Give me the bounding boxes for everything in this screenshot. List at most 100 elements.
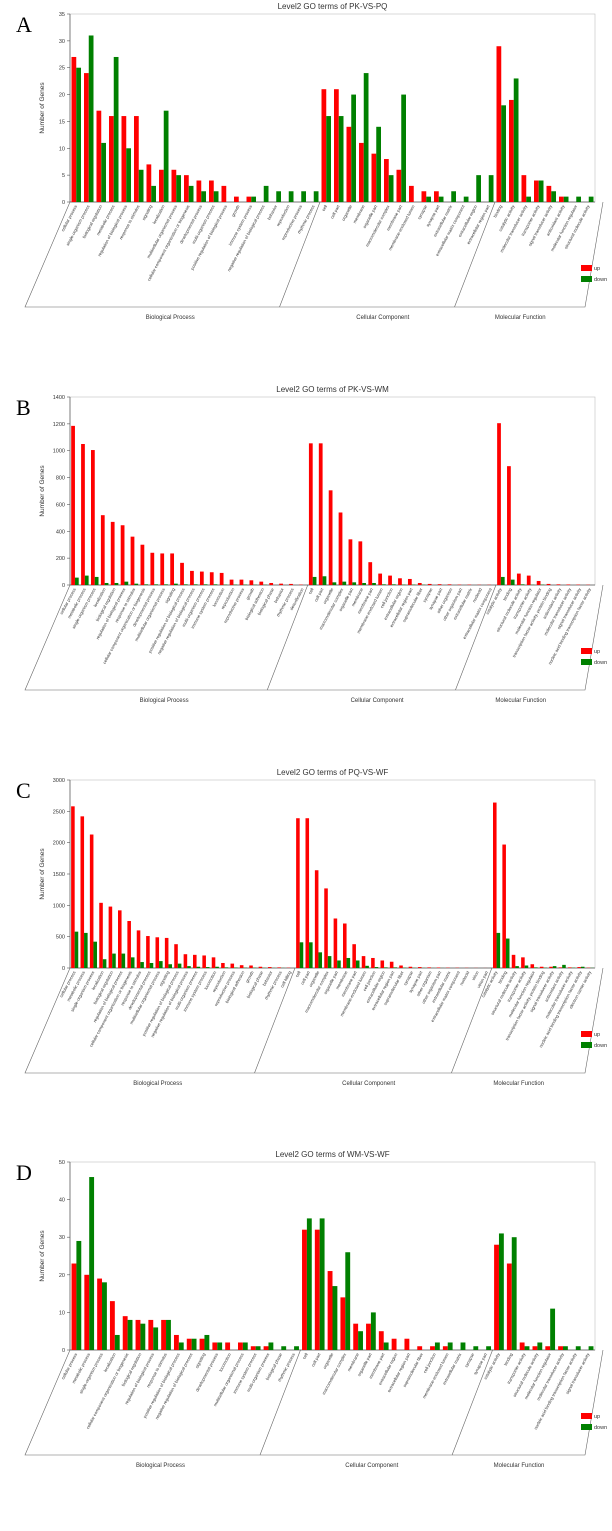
bar-up	[494, 1244, 499, 1350]
y-tick-label: 5	[62, 173, 65, 179]
y-tick-label: 50	[59, 1160, 65, 1166]
bar-up	[120, 525, 125, 585]
bar-down	[144, 584, 149, 585]
panel-c: Level2 GO terms of PQ-VS-WF 0 500 1000 1500 2…	[0, 766, 612, 1148]
bar-up	[318, 443, 323, 585]
x-tick-label: organelle	[322, 1352, 335, 1370]
bar-up	[396, 169, 402, 202]
bar-down	[562, 1346, 568, 1350]
group-divider	[259, 1349, 301, 1456]
y-tick-label: 400	[56, 529, 65, 535]
bar-up	[221, 185, 227, 202]
group-label: Biological Process	[146, 315, 195, 321]
x-tick-label: virion	[471, 970, 480, 982]
bar-up	[536, 580, 541, 585]
bar-up	[371, 957, 375, 968]
legend-label-down: down	[594, 660, 607, 666]
bar-up	[135, 1319, 141, 1350]
floor-outline	[24, 1349, 604, 1456]
bar-down	[510, 579, 515, 585]
floor-outline	[24, 967, 604, 1074]
y-tick-label: 2000	[53, 841, 65, 847]
bar-down	[434, 1342, 440, 1350]
bar-down	[538, 180, 544, 202]
legend-swatch-down	[581, 1042, 592, 1048]
y-tick-label: 35	[59, 12, 65, 18]
bar-up	[321, 89, 327, 202]
x-tick-label: growth	[245, 587, 256, 601]
bar-up	[89, 834, 94, 968]
bar-down	[391, 584, 396, 585]
group-divider	[254, 967, 296, 1074]
bar-up	[258, 966, 263, 968]
bar-down	[276, 191, 281, 202]
bar-up	[502, 844, 506, 968]
bar-down	[376, 126, 381, 202]
y-tick-label: 500	[56, 935, 65, 941]
x-axis-floor	[24, 1349, 604, 1456]
bar-up	[225, 1342, 231, 1350]
bar-down	[126, 148, 131, 202]
y-tick-label: 1200	[53, 422, 65, 428]
bar-up	[556, 584, 561, 585]
legend: up down	[581, 265, 607, 283]
bar-up	[289, 583, 293, 585]
bar-up	[314, 870, 319, 968]
y-axis: 0 5 10 15 20 25 30 35	[59, 12, 71, 206]
bar-down	[166, 1319, 171, 1350]
bar-down	[588, 1346, 594, 1350]
bar-up	[511, 954, 516, 968]
bar-down	[515, 966, 519, 968]
bar-down	[476, 175, 481, 202]
bar-down	[88, 35, 94, 202]
bar-up	[409, 185, 414, 202]
x-tick-label: signaling	[141, 204, 153, 222]
legend-label-up: up	[594, 1032, 600, 1038]
bar-down	[121, 953, 126, 968]
bar-down	[552, 966, 557, 968]
bar-down	[183, 584, 188, 585]
bar-down	[114, 582, 119, 585]
bar-down	[74, 577, 79, 585]
y-tick-label: 1400	[53, 395, 65, 401]
bar-up	[577, 967, 581, 968]
group-divider	[451, 967, 493, 1074]
bar-down	[174, 583, 178, 585]
bar-up	[249, 580, 254, 585]
bar-down	[159, 961, 163, 968]
bar-down	[251, 196, 256, 202]
bar-down	[550, 1308, 556, 1350]
y-tick-label: 20	[59, 1273, 65, 1279]
bar-down	[576, 196, 581, 202]
bar-down	[513, 78, 519, 202]
bar-down	[204, 1334, 210, 1350]
y-tick-label: 20	[59, 93, 65, 99]
y-tick-label: 200	[56, 556, 65, 562]
bar-up	[97, 1278, 103, 1350]
bar-up	[196, 180, 202, 202]
group-label: Molecular Function	[495, 315, 546, 321]
bar-down	[575, 1346, 581, 1350]
bar-up	[418, 967, 422, 968]
bar-down	[342, 581, 347, 585]
bar-up	[437, 584, 442, 585]
bar-up	[146, 936, 150, 968]
bar-down	[242, 1342, 248, 1350]
x-tick-label: binding	[502, 587, 513, 602]
bar-up	[447, 584, 452, 585]
y-axis: 0 500 1000 1500 2000 2500 3000	[53, 778, 71, 972]
bar-up	[353, 1323, 359, 1350]
bar-down	[451, 191, 456, 202]
bar-up	[161, 1319, 167, 1350]
bar-down	[288, 191, 294, 202]
bar-down	[281, 1346, 287, 1350]
bar-up	[314, 1229, 320, 1350]
bar-up	[417, 1346, 423, 1350]
bar-up	[391, 1338, 397, 1350]
bar-up	[127, 921, 131, 968]
bar-down	[363, 73, 369, 202]
bar-up	[239, 579, 244, 585]
bar-up	[549, 966, 553, 968]
bar-up	[279, 583, 283, 585]
bar-up	[521, 175, 527, 202]
